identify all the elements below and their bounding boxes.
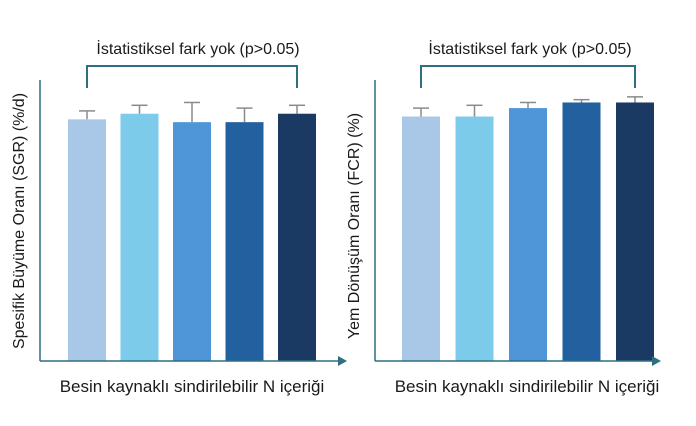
fcr-x-axis-arrow xyxy=(652,356,661,366)
fcr-annotation-text: İstatistiksel fark yok (p>0.05) xyxy=(428,39,631,58)
fcr-bar-1 xyxy=(402,116,440,361)
fcr-bar-5 xyxy=(616,102,654,361)
sgr-annotation-text: İstatistiksel fark yok (p>0.05) xyxy=(96,39,299,58)
fcr-y-axis-label: Yem Dönüşüm Oranı (FCR) (%) xyxy=(346,113,363,339)
fcr-bar-2 xyxy=(455,116,494,361)
fcr-error-bars xyxy=(413,96,643,117)
fcr-bars xyxy=(402,102,654,361)
fcr-bar-4 xyxy=(562,102,601,361)
sgr-bars xyxy=(68,113,316,362)
sgr-bracket-line xyxy=(86,65,298,88)
fcr-significance-bracket xyxy=(420,65,636,88)
fcr-axes xyxy=(374,80,661,366)
sgr-x-axis-label: Besin kaynaklı sindirilebilir N içeriği xyxy=(60,377,325,396)
fcr-chart: İstatistiksel fark yok (p>0.05) Yem Dönü… xyxy=(346,39,661,396)
sgr-axes xyxy=(39,80,347,366)
sgr-chart: İstatistiksel fark yok (p>0.05) Spesifik… xyxy=(11,39,347,396)
sgr-significance-bracket xyxy=(86,65,298,88)
sgr-y-axis-label: Spesifik Büyüme Oranı (SGR) (%/d) xyxy=(11,93,28,349)
sgr-bar-5 xyxy=(278,113,316,361)
sgr-bar-1 xyxy=(68,119,106,361)
sgr-bar-2 xyxy=(120,113,159,361)
fcr-bracket-line xyxy=(420,65,636,88)
sgr-bar-4 xyxy=(225,122,264,362)
sgr-error-bars xyxy=(79,101,305,123)
fcr-bar-3 xyxy=(509,108,547,361)
sgr-x-axis-arrow xyxy=(338,356,347,366)
fcr-x-axis-label: Besin kaynaklı sindirilebilir N içeriği xyxy=(395,377,660,396)
sgr-bar-3 xyxy=(173,122,211,362)
